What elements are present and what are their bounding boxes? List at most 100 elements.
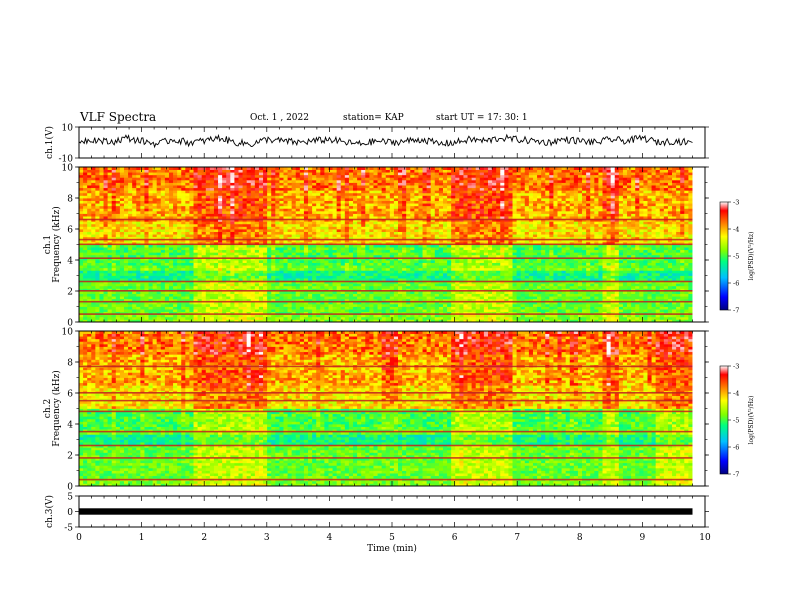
spectrogram-cell — [95, 270, 99, 273]
spectrogram-cell — [112, 265, 116, 268]
spectrogram-cell — [112, 208, 116, 211]
spectrogram-cell — [267, 234, 271, 237]
spectrogram-cell — [206, 309, 210, 312]
spectrogram-cell — [226, 270, 230, 273]
spectrogram-cell — [206, 193, 210, 196]
spectrogram-cell — [91, 252, 95, 255]
spectrogram-cell — [259, 198, 263, 201]
spectrogram-cell — [189, 180, 193, 183]
spectrogram-cell — [296, 234, 300, 237]
spectrogram-cell — [283, 193, 287, 196]
spectrogram-cell — [79, 195, 83, 198]
spectrogram-cell — [243, 252, 247, 255]
spectrogram-cell — [279, 195, 283, 198]
spectrogram-cell — [91, 268, 95, 271]
spectrogram-cell — [214, 193, 218, 196]
spectrogram-cell — [99, 175, 103, 178]
spectrogram-cell — [292, 270, 296, 273]
spectrogram-cell — [124, 193, 128, 196]
spectrogram-cell — [128, 268, 132, 271]
spectrogram-cell — [95, 232, 99, 235]
spectrogram-cell — [267, 193, 271, 196]
spectrogram-cell — [161, 234, 165, 237]
spectrogram-cell — [206, 317, 210, 320]
spectrogram-cell — [259, 307, 263, 310]
spectrogram-cell — [116, 203, 120, 206]
spectrogram-cell — [124, 190, 128, 193]
spectrogram-cell — [198, 278, 202, 281]
spectrogram-cell — [247, 229, 251, 232]
spectrogram-cell — [308, 247, 312, 250]
spectrogram-cell — [308, 304, 312, 307]
spectrogram-cell — [189, 273, 193, 276]
spectrogram-cell — [283, 234, 287, 237]
spectrogram-cell — [259, 229, 263, 232]
spectrogram-cell — [140, 307, 144, 310]
spectrogram-cell — [79, 260, 83, 263]
spectrogram-cell — [267, 270, 271, 273]
spectrogram-cell — [161, 221, 165, 224]
spectrogram-cell — [169, 188, 173, 191]
spectrogram-cell — [108, 294, 112, 297]
spectrogram-cell — [157, 185, 161, 188]
spectrogram-cell — [214, 183, 218, 186]
spectrogram-cell — [153, 211, 157, 214]
spectrogram-cell — [292, 216, 296, 219]
spectrogram-cell — [144, 208, 148, 211]
spectrogram-cell — [308, 226, 312, 229]
spectrogram-cell — [120, 304, 124, 307]
spectrogram-cell — [271, 252, 275, 255]
spectrogram-cell — [112, 309, 116, 312]
spectrogram-cell — [95, 221, 99, 224]
spectrogram-cell — [259, 177, 263, 180]
spectrogram-cell — [251, 221, 255, 224]
spectrogram-cell — [95, 177, 99, 180]
spectrogram-cell — [234, 177, 238, 180]
spectrogram-cell — [234, 247, 238, 250]
spectrogram-cell — [169, 201, 173, 204]
spectrogram-cell — [128, 214, 132, 217]
spectrogram-cell — [288, 268, 292, 271]
spectrogram-cell — [222, 198, 226, 201]
spectrogram-cell — [279, 203, 283, 206]
spectrogram-cell — [161, 195, 165, 198]
spectrogram-cell — [144, 232, 148, 235]
spectrogram-cell — [194, 304, 198, 307]
spectrogram-cell — [283, 265, 287, 268]
spectrogram-cell — [177, 229, 181, 232]
spectrogram-cell — [149, 221, 153, 224]
spectrogram-cell — [267, 309, 271, 312]
spectrogram-cell — [214, 190, 218, 193]
spectrogram-cell — [288, 309, 292, 312]
spectrogram-cell — [157, 170, 161, 173]
spectrogram-cell — [206, 260, 210, 263]
spectrogram-cell — [116, 177, 120, 180]
spectrogram-cell — [234, 198, 238, 201]
spectrogram-cell — [91, 250, 95, 253]
spectrogram-cell — [99, 195, 103, 198]
spectrogram-cell — [202, 296, 206, 299]
spectrogram-cell — [165, 273, 169, 276]
spectrogram-cell — [271, 226, 275, 229]
spectrogram-cell — [173, 270, 177, 273]
spectrogram-cell — [140, 252, 144, 255]
spectrogram-cell — [275, 278, 279, 281]
spectrogram-cell — [255, 263, 259, 266]
spectrogram-cell — [234, 309, 238, 312]
spectrogram-cell — [288, 317, 292, 320]
spectrogram-cell — [149, 273, 153, 276]
spectrogram-cell — [108, 317, 112, 320]
spectrogram-cell — [279, 224, 283, 227]
spectrogram-cell — [239, 214, 243, 217]
spectrogram-cell — [239, 278, 243, 281]
spectrogram-cell — [218, 234, 222, 237]
spectrogram-cell — [87, 273, 91, 276]
spectrogram-cell — [312, 265, 316, 268]
spectrogram-cell — [279, 234, 283, 237]
spectrogram-cell — [304, 273, 308, 276]
spectrogram-cell — [116, 270, 120, 273]
spectrogram-cell — [128, 307, 132, 310]
spectrogram-cell — [226, 172, 230, 175]
spectrogram-cell — [226, 229, 230, 232]
spectrogram-cell — [210, 198, 214, 201]
